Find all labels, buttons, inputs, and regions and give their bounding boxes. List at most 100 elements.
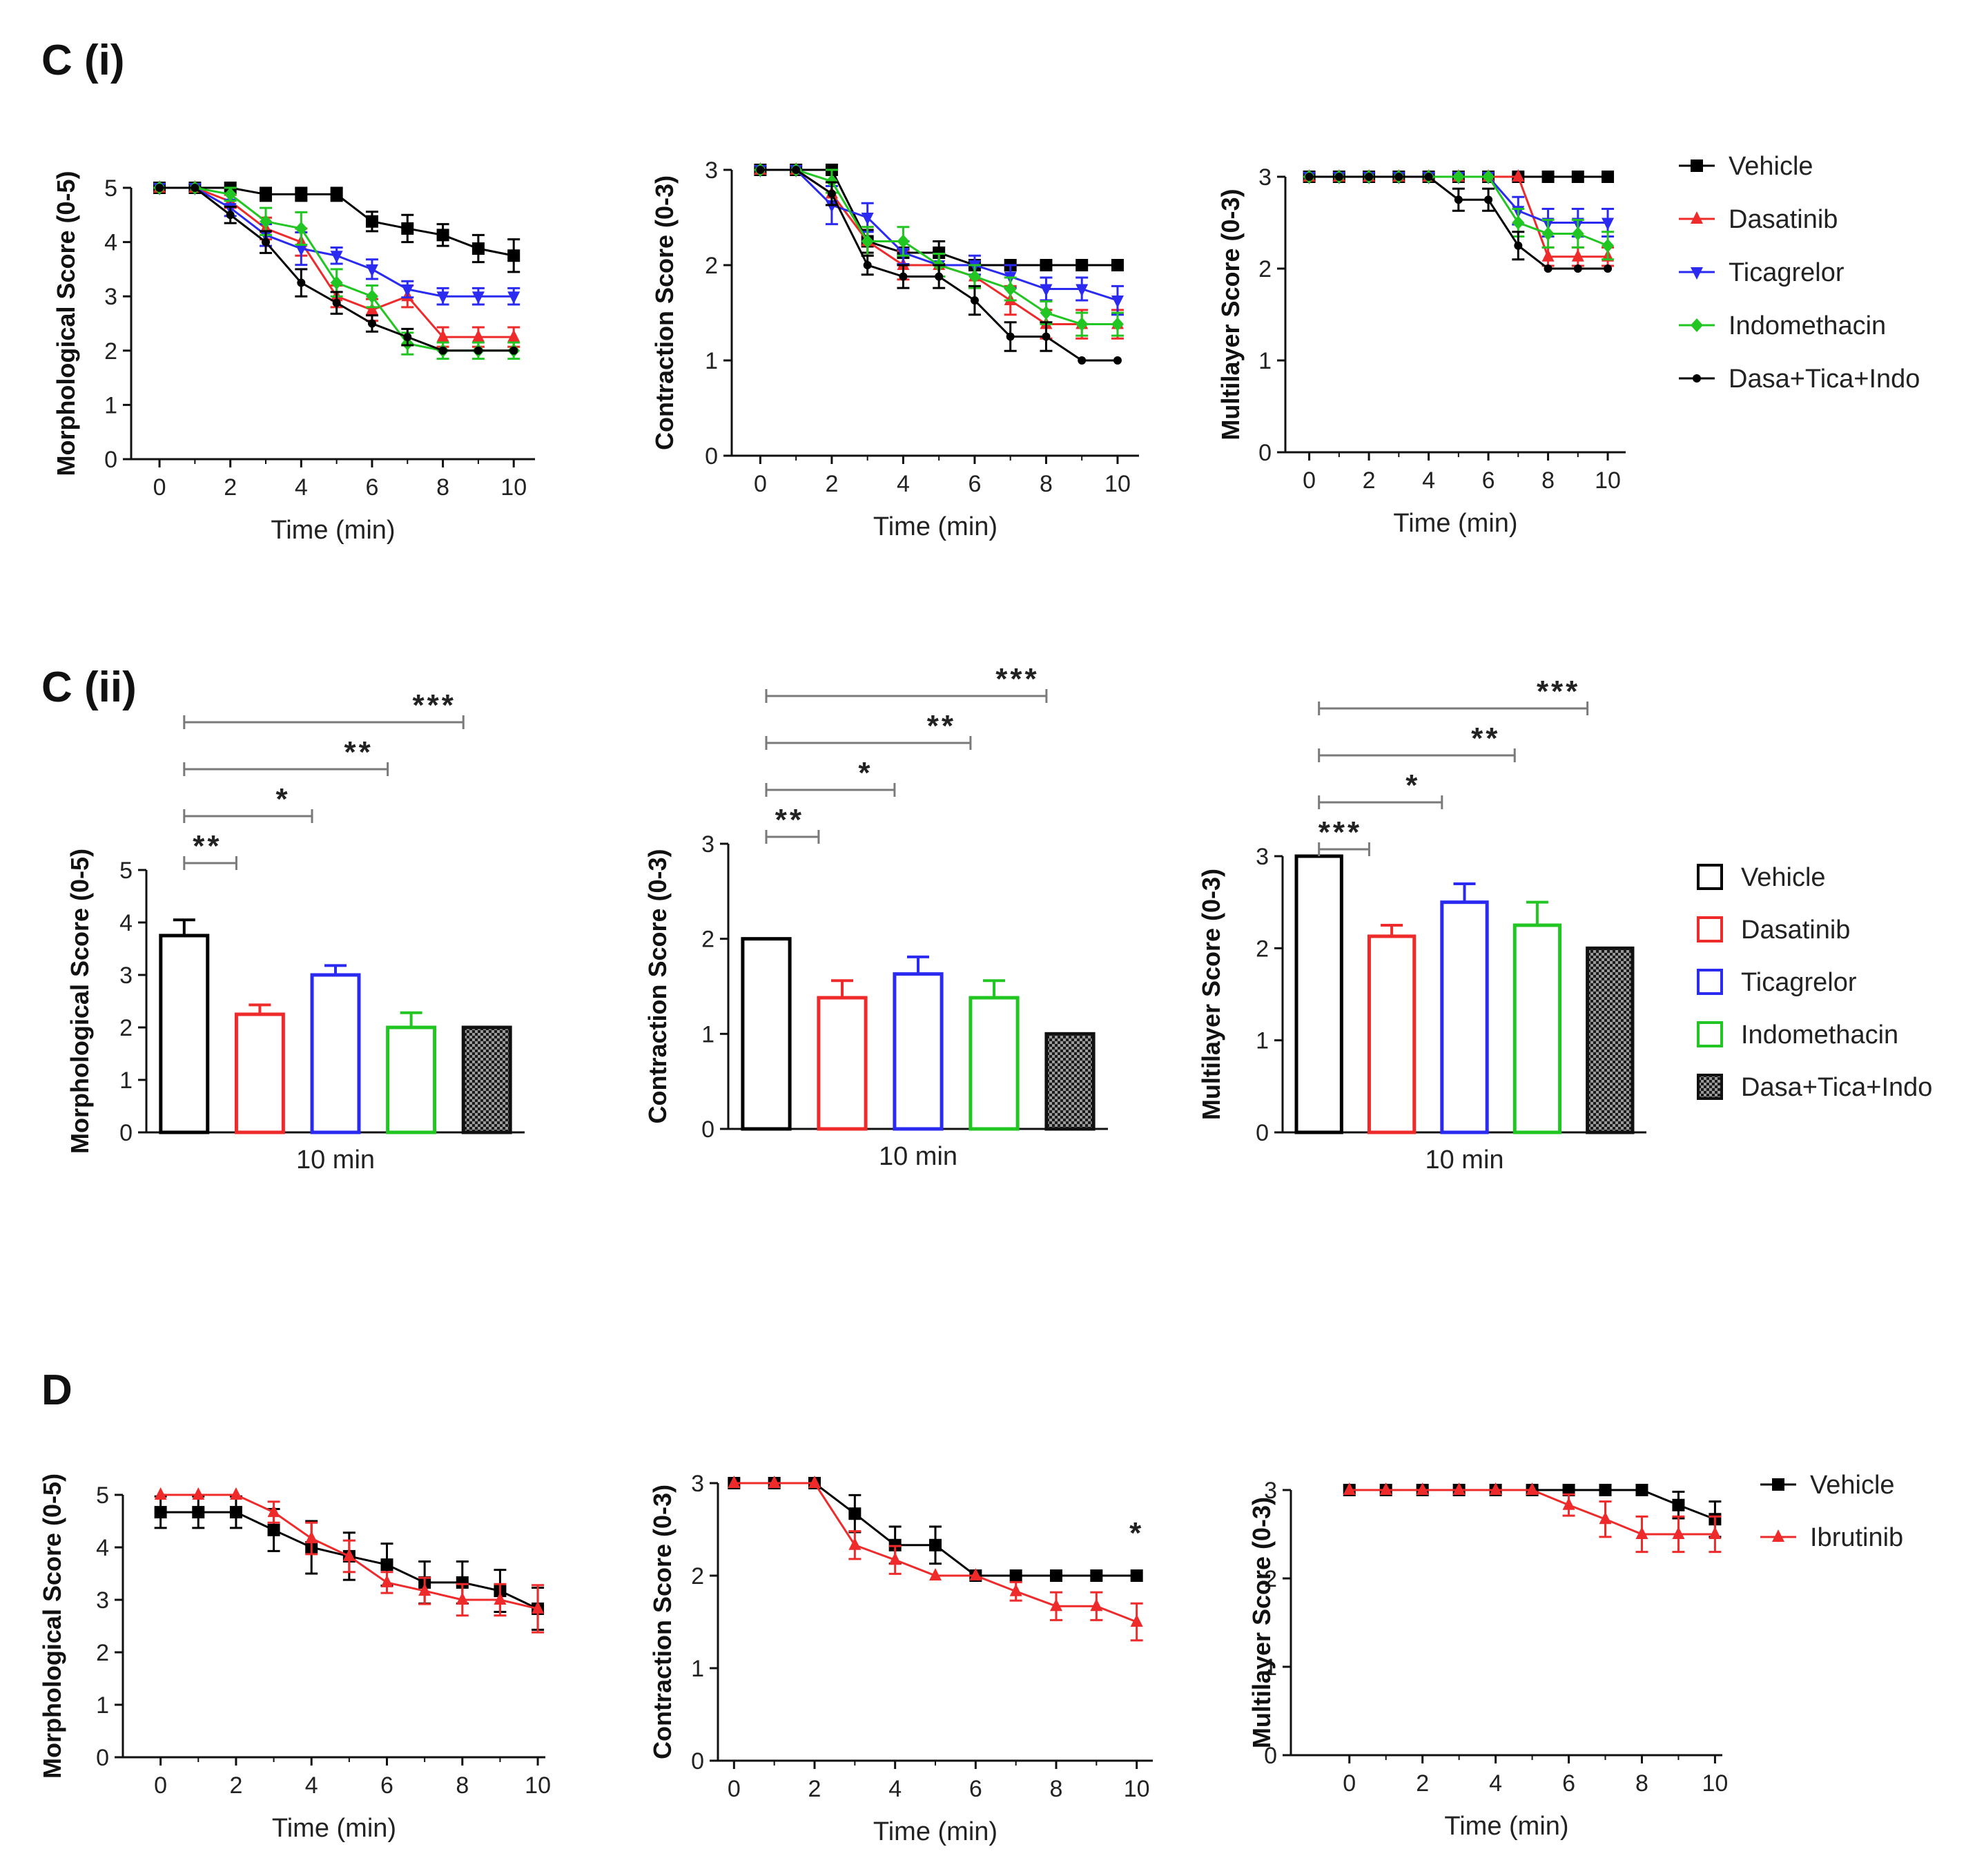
legend-marker [1691, 211, 1703, 224]
y-tick-label: 2 [1264, 1566, 1277, 1592]
data-point [1111, 259, 1124, 271]
legend-item: Vehicle [1679, 152, 1813, 181]
data-point [224, 187, 237, 202]
data-point [1489, 1482, 1502, 1495]
x-tick-label: 0 [154, 1772, 167, 1799]
data-point [1040, 259, 1053, 271]
series-Ibrutinib [1343, 1482, 1722, 1554]
legend-item: Vehicle [1760, 1471, 1895, 1500]
significance-bracket: *** [183, 688, 465, 729]
bar-Indomethacin [386, 1025, 437, 1134]
data-point [365, 215, 378, 228]
y-tick-label: 0 [1256, 1120, 1269, 1146]
x-tick-label: 4 [295, 474, 308, 501]
x-tick-label: 0 [1303, 467, 1316, 494]
data-point [1672, 1527, 1685, 1539]
x-axis-label: 10 min [296, 1145, 375, 1174]
x-axis-label: Time (min) [873, 512, 997, 541]
legend-item: Ibrutinib [1760, 1523, 1903, 1552]
legend-label: Dasa+Tica+Indo [1741, 1073, 1932, 1102]
significance-bracket: *** [1318, 815, 1370, 856]
bar-Ticagrelor [893, 972, 944, 1131]
data-point [438, 346, 447, 355]
x-tick-label: 10 [1702, 1770, 1728, 1797]
data-point [471, 291, 485, 304]
data-point [365, 289, 378, 304]
data-point [1076, 284, 1089, 297]
legend-item: Indomethacin [1697, 1021, 1898, 1050]
x-tick-label: 8 [1541, 467, 1555, 494]
bar-Indomethacin [969, 996, 1020, 1131]
legend-item: Dasatinib [1697, 916, 1850, 945]
significance-stars: * [275, 782, 290, 816]
bar-Dasatinib [817, 996, 868, 1131]
y-tick-label: 2 [705, 253, 718, 279]
data-point [897, 234, 910, 249]
x-axis-label: 10 min [879, 1142, 957, 1171]
y-tick-label: 1 [1258, 348, 1272, 374]
legend-swatch [1697, 1074, 1723, 1100]
data-point [1571, 171, 1584, 183]
data-point [154, 1487, 167, 1500]
data-point [1113, 356, 1122, 365]
significance-bracket: *** [765, 662, 1048, 703]
data-point [471, 329, 485, 342]
data-point [403, 333, 412, 342]
data-point [827, 189, 836, 198]
series-Dasa+Tica+Indo [756, 166, 1122, 365]
y-tick-label: 1 [691, 1656, 704, 1682]
y-tick-label: 4 [104, 230, 117, 256]
y-tick-label: 3 [119, 963, 133, 989]
data-point [728, 1476, 741, 1488]
data-point [1076, 317, 1089, 331]
data-point [808, 1476, 821, 1488]
data-point [262, 238, 270, 246]
y-tick-label: 3 [691, 1471, 704, 1497]
data-point [1514, 241, 1523, 250]
data-point [1009, 1569, 1022, 1582]
legend-label: Ibrutinib [1810, 1523, 1903, 1552]
chart-ci-multi: 0 1 2 3 Multilayer Score (0-3) 0 2 4 6 8 10 Time (m… [1216, 164, 1626, 538]
chart-ci-morph: 0 1 2 3 4 5 Morphological Score (0-5) 0 2 4 6 8 10 Ti… [52, 171, 535, 545]
data-point [330, 251, 343, 264]
legend-swatch [1697, 969, 1723, 995]
data-point [1541, 171, 1555, 183]
series-Dasa+Tica+Indo [1305, 173, 1613, 273]
x-tick-label: 8 [1050, 1776, 1063, 1802]
bar-Vehicle [741, 937, 792, 1131]
data-point [768, 1476, 781, 1488]
data-point [1635, 1527, 1648, 1539]
y-axis-label: Multilayer Score (0-3) [1216, 188, 1245, 440]
x-tick-label: 0 [754, 471, 767, 497]
x-tick-label: 4 [888, 1776, 902, 1802]
data-point [1090, 1569, 1103, 1582]
y-tick-label: 2 [1256, 936, 1269, 962]
y-tick-label: 5 [96, 1482, 109, 1509]
data-point [1042, 332, 1051, 341]
data-point [295, 244, 308, 257]
data-point [380, 1558, 393, 1572]
x-axis-label: Time (min) [873, 1817, 997, 1846]
data-point [1040, 306, 1053, 320]
data-point [474, 346, 483, 355]
data-point [507, 329, 520, 342]
data-point [1334, 173, 1343, 181]
data-point [1602, 217, 1615, 231]
x-tick-label: 10 [1124, 1776, 1150, 1802]
legend-item: Ticagrelor [1697, 968, 1857, 997]
x-tick-label: 6 [380, 1772, 393, 1799]
data-point [1090, 1598, 1103, 1612]
data-point [1512, 169, 1525, 182]
data-point [1602, 238, 1615, 253]
significance-stars: *** [1537, 675, 1580, 708]
y-tick-label: 3 [1264, 1478, 1277, 1504]
series-Ticagrelor [754, 165, 1124, 316]
legend-label: Vehicle [1810, 1471, 1895, 1500]
data-point [968, 269, 981, 284]
legend-ci: Vehicle Dasatinib Ticagrelor Indomethacin Da… [1679, 152, 1920, 394]
data-point [1454, 195, 1463, 204]
data-point [471, 242, 485, 255]
